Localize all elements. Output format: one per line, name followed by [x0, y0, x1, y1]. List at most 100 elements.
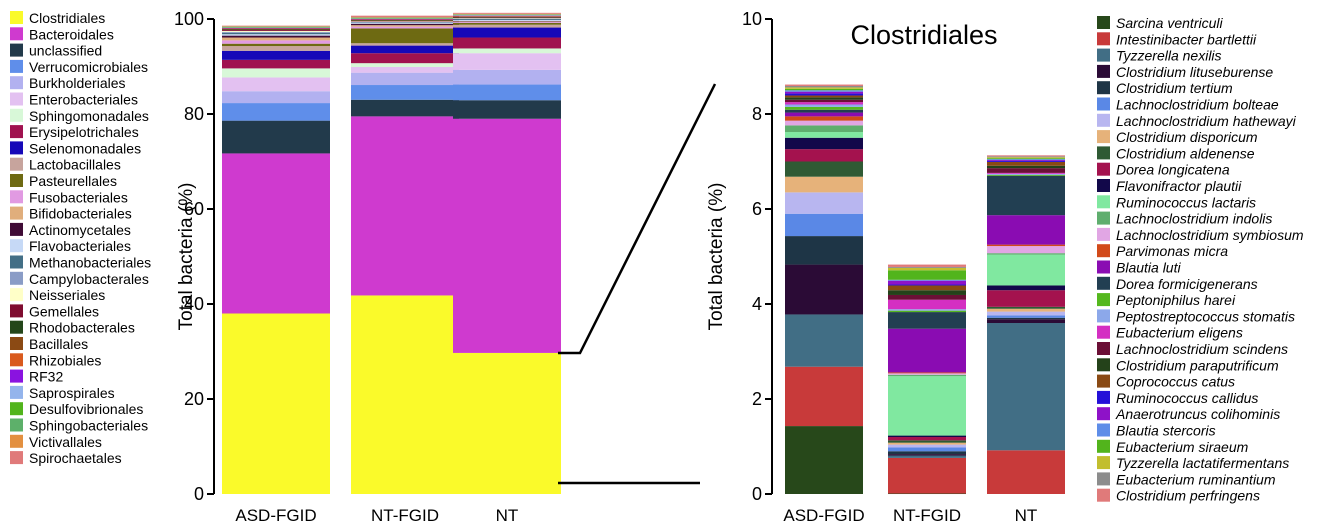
bar-segment-nt-fgid-clostridium-paraputrificum — [888, 290, 966, 295]
legend-swatch-sphingobacteriales — [10, 418, 23, 432]
bar-segment-asd-fgid-clostridiales — [222, 313, 330, 494]
left-legend: ClostridialesBacteroidalesunclassifiedVe… — [10, 10, 151, 466]
legend-swatch-saprospirales — [10, 385, 23, 399]
bar-segment-asd-fgid-sphingobacteriales — [222, 26, 330, 28]
bar-segment-nt-fgid-spirochaetales — [351, 15, 459, 18]
y-axis-title: Total bacteria (%) — [176, 183, 197, 331]
bar-segment-nt-enterobacteriales — [453, 53, 561, 70]
bar-segment-nt-fgid-selenomonadales — [351, 45, 459, 54]
bar-segment-nt-fgid-clostridium-perfringens — [888, 264, 966, 267]
bar-segment-nt-fgid-peptoniphilus-harei — [888, 310, 966, 313]
legend-swatch-blautia-stercoris — [1097, 423, 1110, 437]
bar-segment-nt-bifidobacteriales — [453, 21, 561, 22]
y-tick-label-40: 40 — [184, 294, 204, 314]
bar-segment-nt-dorea-formicigenerans — [987, 175, 1065, 216]
legend-swatch-gemellales — [10, 304, 23, 318]
bar-segment-nt-fusobacteriales — [453, 21, 561, 23]
bar-segment-nt-clostridium-paraputrificum — [987, 165, 1065, 169]
bar-segment-nt-eubacterium-eligens — [987, 172, 1065, 174]
legend-label-clostridium-paraputrificum: Clostridium paraputrificum — [1116, 357, 1279, 373]
bar-segment-nt-ruminococcus-lactaris — [987, 254, 1065, 286]
bar-segment-nt-fgid-clostridium-disporicum — [888, 442, 966, 445]
x-category-label-asd-fgid: ASD-FGID — [783, 506, 864, 525]
bar-segment-asd-fgid-ruminococcus-callidus — [785, 93, 863, 96]
legend-label-burkholderiales: Burkholderiales — [29, 75, 126, 91]
legend-swatch-ruminococcus-lactaris — [1097, 195, 1110, 209]
bar-segment-asd-fgid-eubacterium-siraeum — [785, 88, 863, 91]
legend-label-methanobacteriales: Methanobacteriales — [29, 255, 151, 271]
bar-segment-nt-fgid-campylobacterales — [351, 21, 459, 23]
bar-segment-nt-neisseriales — [453, 18, 561, 19]
legend-swatch-pasteurellales — [10, 174, 23, 187]
bar-segment-nt-fgid-rf32 — [351, 19, 459, 20]
bar-segment-asd-fgid-flavonifractor-plautii — [785, 137, 863, 150]
bar-segment-nt-fgid-verrucomicrobiales — [351, 85, 459, 100]
bar-segment-asd-fgid-rf32 — [222, 28, 330, 29]
y-tick-label-6: 6 — [752, 199, 762, 219]
legend-swatch-anaerotruncus-colihominis — [1097, 407, 1110, 421]
legend-label-clostridium-perfringens: Clostridium perfringens — [1116, 488, 1260, 504]
bar-segment-asd-fgid-blautia-luti — [785, 112, 863, 117]
bar-segment-nt-clostridium-disporicum — [987, 308, 1065, 312]
bar-segment-nt-fgid-bifidobacteriales — [351, 25, 459, 27]
legend-label-intestinibacter-bartlettii: Intestinibacter bartlettii — [1116, 31, 1257, 47]
bar-segment-asd-fgid-bifidobacteriales — [222, 37, 330, 41]
y-tick-label-0: 0 — [194, 484, 204, 504]
bar-segment-nt-fgid-clostridium-tertium — [888, 451, 966, 455]
legend-swatch-erysipelotrichales — [10, 125, 23, 139]
bar-segment-nt-fgid-dorea-formicigenerans — [888, 312, 966, 329]
legend-swatch-eubacterium-eligens — [1097, 325, 1110, 339]
bar-segment-asd-fgid-desulfovibrionales — [222, 27, 330, 28]
bar-segment-nt-tyzzerella-nexilis — [987, 323, 1065, 451]
legend-swatch-verrucomicrobiales — [10, 59, 23, 73]
bar-segment-nt-fgid-lachnoclostridium-symbiosum — [888, 373, 966, 375]
legend-swatch-flavobacteriales — [10, 239, 23, 253]
y-axis-title: Total bacteria (%) — [706, 183, 727, 331]
bar-segment-nt-parvimonas-micra — [987, 244, 1065, 247]
legend-swatch-enterobacteriales — [10, 92, 23, 106]
bar-segment-nt-fgid-neisseriales — [351, 21, 459, 22]
right-stacked-bar-chart: 0 2 4 6 8 10 ASD-FGID NT-FGID NT Total bacteria (… — [706, 9, 1065, 525]
bar-segment-nt-campylobacterales — [453, 18, 561, 20]
legend-label-lachnoclostridium-symbiosum: Lachnoclostridium symbiosum — [1116, 227, 1304, 243]
x-category-label-nt: NT — [1015, 506, 1038, 525]
bar-segment-nt-fgid-clostridium-aldenense — [888, 440, 966, 443]
bar-segment-nt-fgid-lachnoclostridium-indolis — [888, 374, 966, 377]
legend-label-lachnoclostridium-hathewayi: Lachnoclostridium hathewayi — [1116, 113, 1297, 129]
bar-segment-nt-desulfovibrionales — [453, 14, 561, 16]
legend-label-bifidobacteriales: Bifidobacteriales — [29, 206, 132, 222]
bar-segment-asd-fgid-lachnoclostridium-bolteae — [785, 213, 863, 237]
bar-segment-nt-pasteurellales — [453, 22, 561, 25]
bar-segment-asd-fgid-coprococcus-catus — [785, 95, 863, 98]
bar-segment-nt-selenomonadales — [453, 27, 561, 38]
legend-label-lachnoclostridium-scindens: Lachnoclostridium scindens — [1116, 341, 1288, 357]
bar-segment-nt-fgid-enterobacteriales — [351, 66, 459, 73]
chart-title: Clostridiales — [850, 20, 997, 50]
legend-label-anaerotruncus-colihominis: Anaerotruncus colihominis — [1115, 406, 1280, 422]
bar-segment-nt-fgid-bacteroidales — [351, 116, 459, 296]
legend-label-sphingobacteriales: Sphingobacteriales — [29, 418, 148, 434]
legend-label-tyzzerella-lactatifermentans: Tyzzerella lactatifermentans — [1116, 455, 1289, 471]
bar-segment-nt-clostridium-lituseburense — [987, 319, 1065, 323]
legend-swatch-eubacterium-ruminantium — [1097, 472, 1110, 486]
y-tick-label-100: 100 — [174, 9, 204, 29]
bar-segment-asd-fgid-eubacterium-eligens — [785, 102, 863, 105]
legend-swatch-clostridium-disporicum — [1097, 130, 1110, 144]
bar-segment-asd-fgid-sphingomonadales — [222, 68, 330, 78]
bar-segment-nt-fgid-lactobacillales — [351, 43, 459, 46]
zoom-connector-upper — [558, 83, 717, 355]
bar-segment-nt-fgid-gemellales — [351, 20, 459, 22]
legend-swatch-clostridium-perfringens — [1097, 488, 1110, 502]
legend-swatch-rf32 — [10, 369, 23, 383]
y-tick-label-20: 20 — [184, 389, 204, 409]
legend-swatch-bacteroidales — [10, 27, 23, 41]
legend-swatch-dorea-formicigenerans — [1097, 276, 1110, 290]
legend-swatch-sarcina-ventriculi — [1097, 16, 1110, 29]
bar-segment-asd-fgid-neisseriales — [222, 30, 330, 32]
bar-segment-nt-fgid-unclassified — [351, 99, 459, 117]
bar-segment-nt-fgid-erysipelotrichales — [351, 53, 459, 64]
legend-swatch-parvimonas-micra — [1097, 244, 1110, 258]
bar-segment-asd-fgid-pasteurellales — [222, 43, 330, 47]
bar-segment-asd-fgid-methanobacteriales — [222, 32, 330, 35]
bar-segment-asd-fgid-rhodobacterales — [222, 29, 330, 30]
